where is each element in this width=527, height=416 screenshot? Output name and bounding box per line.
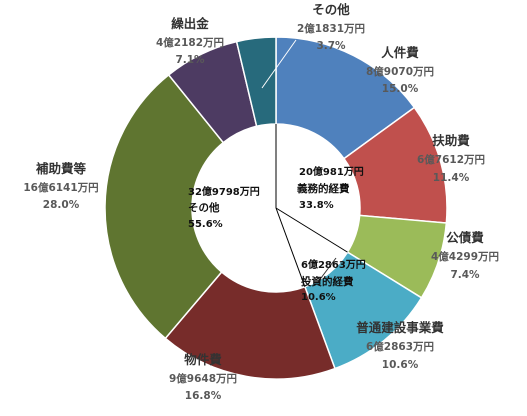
label-bukkenhi: 物件費 9億9648万円 16.8% <box>169 352 237 402</box>
label-fujohi-percent: 11.4% <box>433 172 470 184</box>
inner-label-gimuteki: 20億981万円 義務的経費 33.8% <box>297 165 364 211</box>
label-hojohi-percent: 28.0% <box>43 199 80 211</box>
label-jinkenhi-name: 人件費 <box>381 45 419 60</box>
inner-divider-2 <box>275 207 348 253</box>
inner-sonota-name: その他 <box>188 201 220 214</box>
leader-lines <box>261 39 337 283</box>
inner-sonota-percent: 55.6% <box>188 219 223 230</box>
inner-category-dividers <box>275 124 348 288</box>
label-bukkenhi-percent: 16.8% <box>185 390 222 402</box>
label-fujohi-amount: 6億7612万円 <box>417 153 485 166</box>
label-futsukensetsu-name: 普通建設事業費 <box>356 320 444 335</box>
label-bukkenhi-name: 物件費 <box>184 352 222 367</box>
segment-hojohi <box>104 73 225 340</box>
inner-label-sonota: 32億9798万円 その他 55.6% <box>188 185 260 230</box>
label-fujohi-name: 扶助費 <box>432 133 470 148</box>
label-kuridashikin-name: 繰出金 <box>171 16 209 31</box>
label-fujohi: 扶助費 6億7612万円 11.4% <box>417 133 485 184</box>
label-hojohi: 補助費等 16億6141万円 28.0% <box>23 161 98 211</box>
label-kuridashikin-percent: 7.1% <box>175 54 205 66</box>
label-kuridashikin: 繰出金 4億2182万円 7.1% <box>156 16 224 66</box>
inner-toshiteki-name: 投資的経費 <box>301 275 354 288</box>
inner-label-toshiteki: 6億2863万円 投資的経費 10.6% <box>301 258 366 303</box>
inner-gimuteki-percent: 33.8% <box>299 200 334 211</box>
outer-ring <box>104 36 448 380</box>
label-jinkenhi: 人件費 8億9070万円 15.0% <box>366 45 434 95</box>
inner-toshiteki-amount: 6億2863万円 <box>301 258 366 271</box>
label-jinkenhi-percent: 15.0% <box>382 83 419 95</box>
segment-bukkenhi <box>164 270 336 380</box>
label-bukkenhi-amount: 9億9648万円 <box>169 372 237 385</box>
label-sonota-outer-amount: 2億1831万円 <box>297 22 365 35</box>
label-kosaihi: 公債費 4億4299万円 7.4% <box>431 230 499 281</box>
inner-sonota-amount: 32億9798万円 <box>188 185 260 198</box>
label-jinkenhi-amount: 8億9070万円 <box>366 65 434 78</box>
label-sonota-outer-name: その他 <box>312 2 350 17</box>
inner-gimuteki-amount: 20億981万円 <box>299 165 364 178</box>
label-kosaihi-percent: 7.4% <box>450 269 480 281</box>
leader-sonota <box>261 39 297 89</box>
inner-toshiteki-percent: 10.6% <box>301 292 336 303</box>
leader-toshiteki <box>317 257 337 283</box>
label-futsukensetsu: 普通建設事業費 6億2863万円 10.6% <box>356 320 444 371</box>
label-hojohi-amount: 16億6141万円 <box>23 181 98 194</box>
label-futsukensetsu-percent: 10.6% <box>382 359 419 371</box>
label-kosaihi-amount: 4億4299万円 <box>431 250 499 263</box>
label-hojohi-name: 補助費等 <box>35 161 87 176</box>
label-kuridashikin-amount: 4億2182万円 <box>156 36 224 49</box>
label-futsukensetsu-amount: 6億2863万円 <box>366 340 434 353</box>
label-sonota-outer-percent: 3.7% <box>316 40 346 52</box>
label-kosaihi-name: 公債費 <box>446 230 484 245</box>
label-sonota-outer: その他 2億1831万円 3.7% <box>297 2 365 52</box>
inner-divider-3 <box>275 207 306 288</box>
inner-gimuteki-name: 義務的経費 <box>297 182 350 195</box>
